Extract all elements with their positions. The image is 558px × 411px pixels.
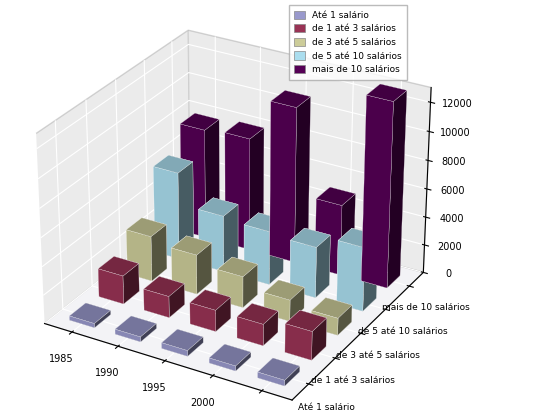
- Legend: Até 1 salário, de 1 até 3 salários, de 3 até 5 salários, de 5 até 10 salários, m: Até 1 salário, de 1 até 3 salários, de 3…: [289, 5, 407, 80]
